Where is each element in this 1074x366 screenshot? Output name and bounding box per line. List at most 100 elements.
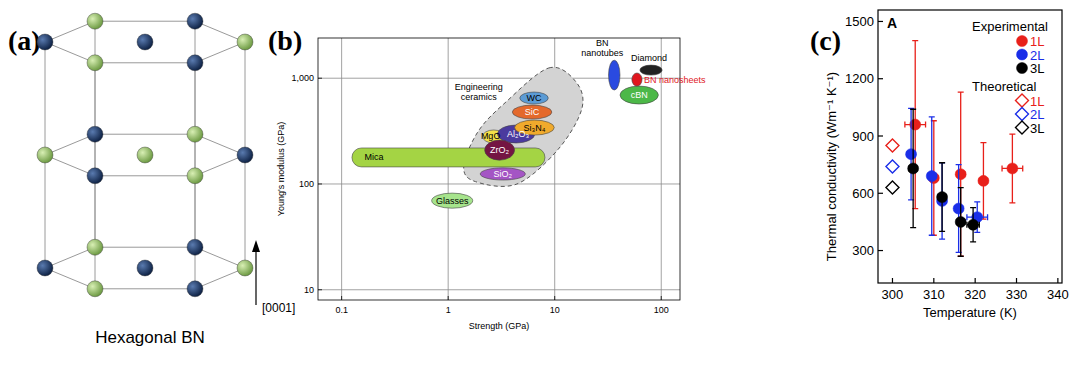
axis-title: Temperature (K): [923, 305, 1017, 320]
data-point: [1007, 163, 1018, 174]
atom: [187, 168, 203, 184]
atom: [137, 34, 153, 50]
atom: [87, 126, 103, 142]
tick-mark: [318, 78, 322, 79]
region: [485, 140, 515, 160]
direction-arrow: [255, 250, 256, 305]
axis-title: Young's modulus (GPa): [276, 122, 286, 216]
legend-marker: [1016, 121, 1029, 134]
atom: [187, 239, 203, 255]
tick-label: 300: [852, 243, 874, 258]
page: { "panels": ["(a)", "(b)", "(c)"], "diag…: [0, 0, 1074, 366]
panel-label: (a): [8, 25, 41, 56]
tick-label: 1500: [845, 14, 874, 29]
data-point: [886, 139, 899, 152]
tick-label: 10: [304, 285, 314, 295]
region-label: ZrO₂: [490, 145, 509, 155]
tick-mark: [1016, 278, 1017, 283]
atom: [237, 260, 253, 276]
region-label: Engineeringceramics: [455, 82, 503, 102]
region-label: Si₃N₄: [523, 123, 545, 133]
atom: [37, 260, 53, 276]
data-point: [955, 216, 966, 227]
tick-mark: [554, 296, 555, 300]
plot-frame: [878, 10, 1062, 283]
layer-outline: [45, 134, 245, 176]
tick-label: 10: [550, 305, 560, 315]
figure: (a)(b)(c)[0001]Hexagonal BN0.11101001,00…: [0, 0, 1074, 366]
atom: [37, 147, 53, 163]
panel-label: (c): [810, 25, 841, 56]
atom: [87, 13, 103, 29]
region-label: BN nanosheets: [644, 75, 706, 85]
caption: Hexagonal BN: [95, 328, 205, 347]
tick-label: 1: [446, 305, 451, 315]
tick-mark: [892, 278, 893, 283]
data-point: [926, 171, 937, 182]
tick-label: 600: [852, 186, 874, 201]
region: [480, 168, 525, 180]
data-point: [886, 181, 899, 194]
axis-title: Thermal conductivity (Wm⁻¹ K⁻¹): [824, 72, 839, 261]
tick-mark: [661, 296, 662, 300]
region: [432, 193, 473, 208]
tick-label: 330: [1006, 287, 1028, 302]
legend: Experimental1L2L3LTheoretical1L2L3L: [972, 19, 1048, 136]
region: [609, 60, 620, 90]
layer-outline: [45, 247, 245, 289]
atom: [87, 281, 103, 297]
axes: 30031032033034030060090012001500Temperat…: [824, 10, 1069, 320]
tick-label: 900: [852, 129, 874, 144]
region-label: MgO: [481, 131, 501, 141]
atom: [187, 55, 203, 71]
tick-mark: [448, 296, 449, 300]
region-label: cBN: [631, 90, 648, 100]
tick-mark: [341, 296, 342, 300]
tick-mark: [933, 278, 934, 283]
tick-label: 320: [964, 287, 986, 302]
data-point: [937, 192, 948, 203]
atom: [187, 126, 203, 142]
region-label: SiO₂: [494, 169, 513, 179]
region-label: Diamond: [631, 53, 667, 63]
atom: [187, 281, 203, 297]
grid-line: [448, 38, 449, 300]
label-line: ceramics: [461, 92, 498, 102]
grid-line: [318, 78, 680, 79]
panel-annotation: A: [887, 15, 897, 31]
tick-label: 0.1: [335, 305, 348, 315]
label-line: Engineering: [455, 82, 503, 92]
data-point: [955, 169, 966, 180]
data-point: [886, 160, 899, 173]
tick-label: 340: [1047, 287, 1069, 302]
atom: [87, 55, 103, 71]
region-label: BNnanotubes: [581, 38, 624, 58]
tick-mark: [318, 289, 322, 290]
legend-title: Experimental: [972, 19, 1048, 34]
direction-label: [0001]: [262, 301, 295, 315]
plot-area: [886, 41, 1023, 257]
atom: [137, 147, 153, 163]
tick-mark: [878, 250, 883, 251]
plot-frame: [318, 38, 680, 300]
tick-mark: [878, 21, 883, 22]
legend-marker: [1017, 49, 1028, 60]
data-point: [906, 149, 917, 160]
tick-label: 1200: [845, 71, 874, 86]
atom: [187, 13, 203, 29]
tick-label: 100: [299, 179, 314, 189]
tick-mark: [878, 78, 883, 79]
legend-label: 3L: [1030, 61, 1044, 76]
legend-marker: [1016, 108, 1029, 121]
region-label: Glasses: [436, 196, 469, 206]
atom: [237, 147, 253, 163]
region-label: Mica: [364, 152, 383, 162]
region-label: SiC: [525, 107, 540, 117]
legend-marker: [1016, 94, 1029, 107]
arrow-head: [252, 240, 260, 252]
region: [352, 148, 545, 167]
tick-mark: [878, 135, 883, 136]
atom: [137, 260, 153, 276]
layer-outline: [45, 21, 245, 63]
atom: [237, 34, 253, 50]
